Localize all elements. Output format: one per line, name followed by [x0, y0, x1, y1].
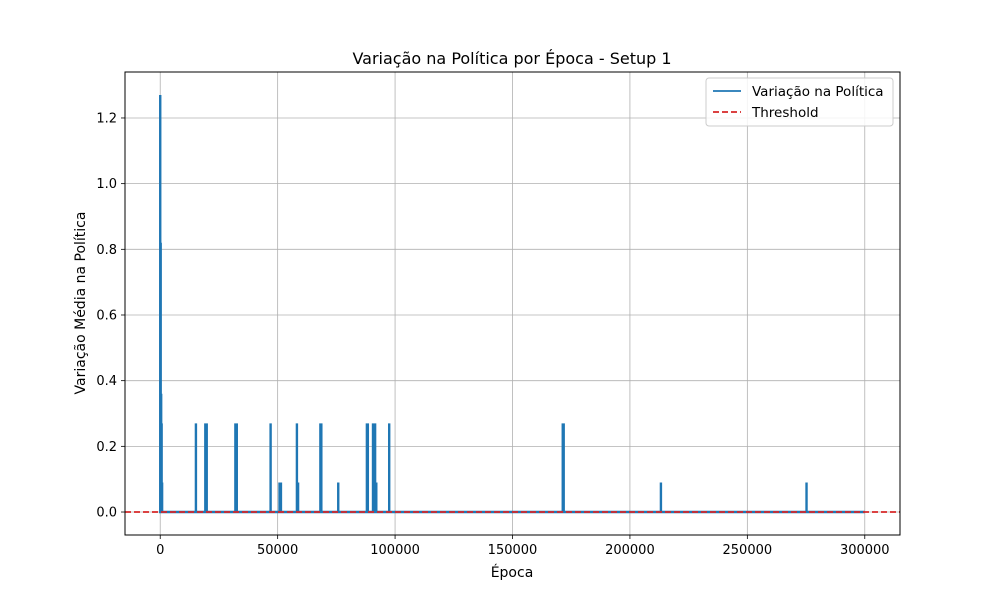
x-tick-label: 150000	[488, 543, 538, 558]
x-tick-label: 250000	[723, 543, 773, 558]
x-tick-label: 300000	[840, 543, 890, 558]
axis-ticks: 0 50000 100000 150000 200000 250000 300000 0.0 0…	[96, 111, 889, 558]
x-axis-label: Época	[491, 564, 534, 581]
y-tick-label: 0.6	[96, 308, 117, 323]
y-axis-label: Variação Média na Política	[73, 212, 89, 395]
y-tick-label: 0.0	[96, 506, 117, 521]
y-tick-label: 0.2	[96, 440, 117, 455]
legend-box	[705, 77, 894, 127]
legend: Variação na Política Threshold	[705, 77, 894, 127]
y-tick-label: 0.8	[96, 243, 117, 258]
legend-label: Threshold	[751, 105, 819, 121]
x-tick-label: 0	[156, 543, 164, 558]
y-tick-label: 1.2	[96, 111, 117, 126]
chart-title: Variação na Política por Época - Setup 1	[352, 49, 671, 68]
legend-label: Variação na Política	[752, 84, 884, 100]
plot-data	[125, 94, 900, 514]
grid-lines	[125, 72, 900, 535]
y-tick-label: 0.4	[96, 374, 117, 389]
x-tick-label: 200000	[605, 543, 655, 558]
x-tick-label: 50000	[257, 543, 298, 558]
y-tick-label: 1.0	[96, 177, 117, 192]
x-tick-label: 100000	[370, 543, 420, 558]
